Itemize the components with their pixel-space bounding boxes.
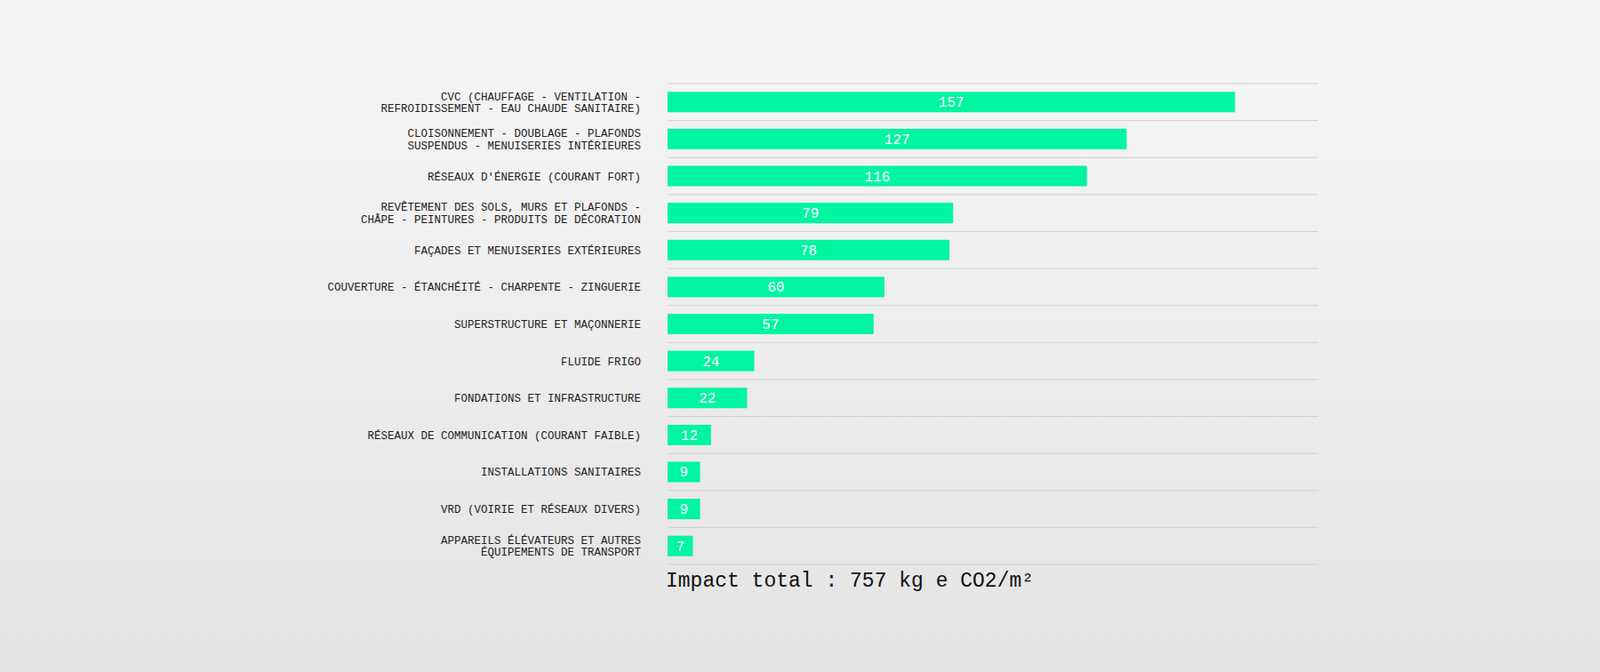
- data-label: 9: [679, 502, 688, 519]
- category-label: INSTALLATIONS SANITAIRES: [480, 466, 641, 480]
- bar: [667, 202, 953, 224]
- category-label: VRD (VOIRIE ET RÉSEAUX DIVERS): [440, 503, 641, 517]
- data-label: 57: [761, 317, 779, 334]
- row-separator: [667, 453, 1319, 455]
- data-label: 60: [767, 280, 784, 296]
- category-label: CVC (CHAUFFAGE - VENTILATION -REFROIDISS…: [380, 91, 641, 117]
- data-label: 7: [675, 539, 685, 556]
- bar: [667, 240, 950, 261]
- row-separator: [667, 268, 1319, 270]
- row-separator: [667, 342, 1319, 344]
- data-label: 12: [680, 428, 698, 445]
- row-separator: [667, 157, 1319, 159]
- row-separator: [667, 416, 1319, 417]
- chart: CVC (CHAUFFAGE - VENTILATION -REFROIDISS…: [0, 0, 1600, 672]
- bar: [667, 498, 701, 520]
- category-label: APPAREILS ÉLÉVATEURS ET AUTRESÉQUIPEMENT…: [440, 534, 642, 560]
- category-label: FONDATIONS ET INFRASTRUCTURE: [454, 392, 641, 406]
- total-annotation: Impact total : 757 kg e CO2/m²: [665, 569, 1034, 593]
- bar: [667, 351, 755, 372]
- data-label: 127: [884, 132, 911, 149]
- data-label: 9: [679, 464, 688, 481]
- row-separator: [667, 193, 1319, 195]
- row-separator: [667, 378, 1319, 380]
- bar: [667, 536, 693, 557]
- bar: [667, 166, 1088, 187]
- row-separator: [667, 83, 1319, 85]
- category-label: FLUIDE FRIGO: [560, 356, 641, 369]
- row-separator: [667, 304, 1319, 306]
- category-label: REVÊTEMENT DES SOLS, MURS ET PLAFONDS -C…: [360, 200, 641, 227]
- category-label: COUVERTURE - ÉTANCHÉITÉ - CHARPENTE - ZI…: [327, 280, 641, 295]
- bar: [667, 313, 874, 335]
- data-label: 116: [864, 169, 890, 186]
- bar: [667, 276, 885, 297]
- row-separator: [667, 564, 1319, 566]
- data-label: 79: [801, 206, 819, 223]
- data-label: 24: [702, 354, 720, 371]
- bar: [667, 387, 747, 408]
- data-label: 22: [698, 391, 716, 408]
- category-label: CLOISONNEMENT - DOUBLAGE - PLAFONDSSUSPE…: [407, 128, 641, 153]
- data-label: 157: [938, 95, 965, 112]
- row-separator: [667, 489, 1319, 491]
- bar: [667, 91, 1235, 112]
- labels: CVC (CHAUFFAGE - VENTILATION -REFROIDISS…: [327, 91, 964, 560]
- bar: [667, 128, 1127, 150]
- category-label: RÉSEAUX DE COMMUNICATION (COURANT FAIBLE…: [367, 429, 641, 443]
- bar: [667, 424, 712, 446]
- category-label: FAÇADES ET MENUISERIES EXTÉRIEURES: [414, 244, 641, 258]
- bar: [667, 461, 701, 482]
- bars: [667, 91, 1235, 556]
- category-label: SUPERSTRUCTURE ET MAÇONNERIE: [454, 319, 641, 332]
- row-separator: [667, 231, 1319, 232]
- row-separator: [667, 120, 1319, 121]
- page: {"chart_data": {"type": "bar", "orientat…: [0, 0, 1600, 672]
- data-label: 78: [800, 243, 817, 260]
- row-separator: [667, 527, 1319, 528]
- category-label: RÉSEAUX D'ÉNERGIE (COURANT FORT): [427, 170, 641, 184]
